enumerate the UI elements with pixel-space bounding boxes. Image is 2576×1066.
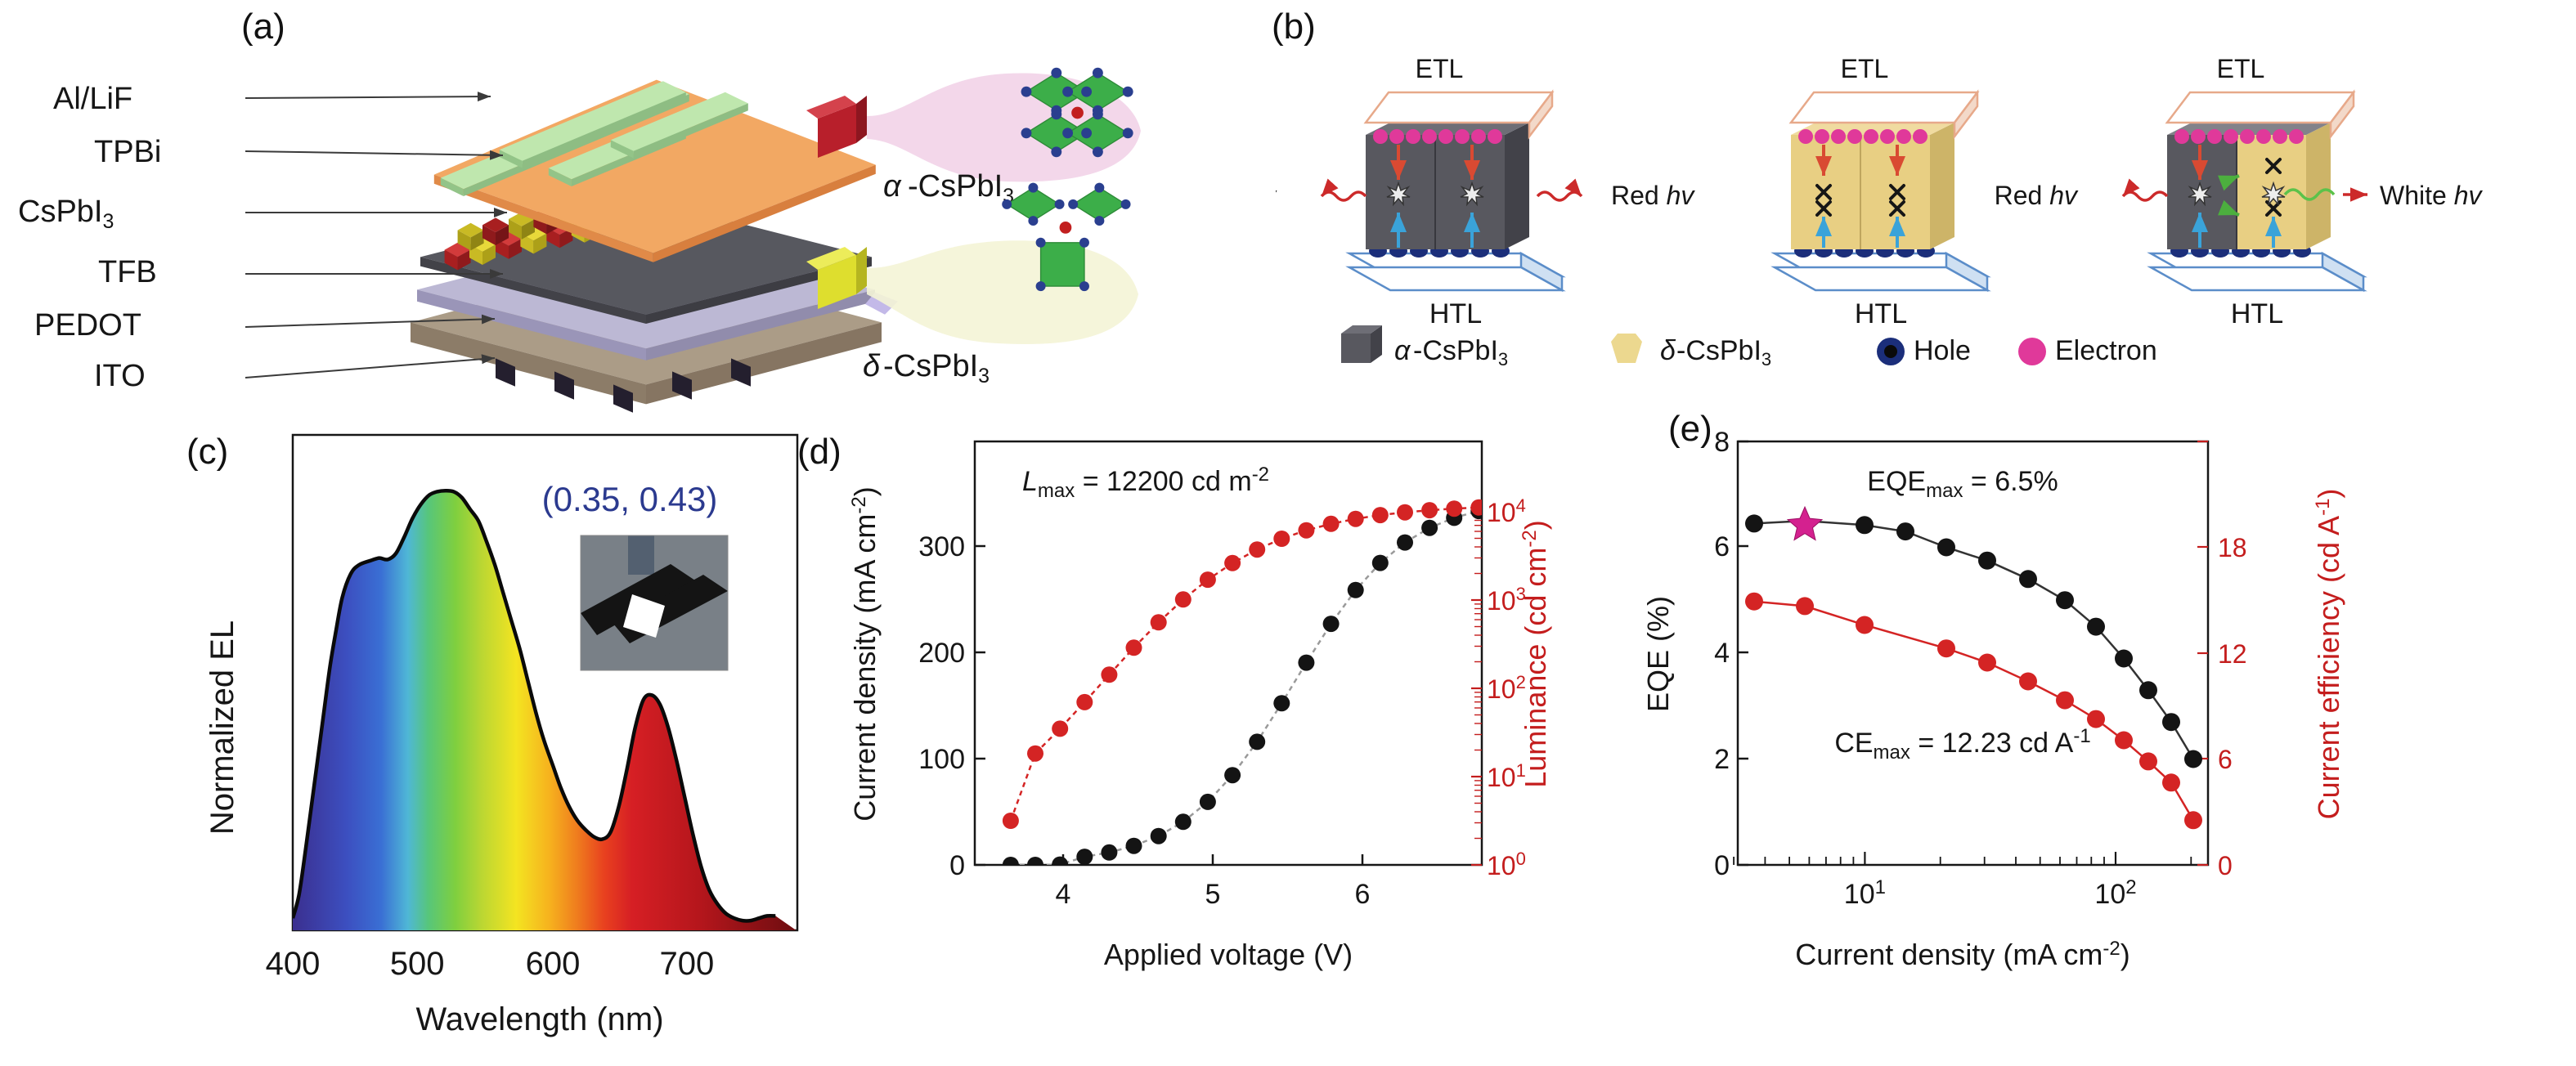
svg-text:Wavelength (nm): Wavelength (nm) [415, 1001, 663, 1037]
svg-text:PEDOT: PEDOT [34, 308, 141, 343]
svg-text:600: 600 [526, 946, 581, 982]
svg-text:ETL: ETL [2217, 54, 2265, 83]
svg-text:12: 12 [2218, 639, 2247, 669]
svg-text:Normalized EL: Normalized EL [204, 620, 240, 835]
svg-text:EQE (%): EQE (%) [1641, 596, 1675, 712]
svg-text:-CsPbI3: -CsPbI3 [1413, 335, 1508, 370]
svg-text:4: 4 [1714, 638, 1730, 669]
svg-text:200: 200 [918, 638, 965, 669]
svg-text:Current density (mA cm-2): Current density (mA cm-2) [848, 486, 882, 821]
svg-text:δ: δ [1660, 335, 1676, 366]
svg-text:18: 18 [2218, 533, 2247, 562]
svg-text:5: 5 [1205, 879, 1221, 910]
svg-text:α: α [883, 169, 902, 204]
svg-text:Luminance (cd cm-2): Luminance (cd cm-2) [1519, 520, 1552, 787]
svg-text:Applied voltage (V): Applied voltage (V) [1104, 938, 1353, 971]
svg-text:TFB: TFB [98, 255, 157, 289]
svg-text:-CsPbI3: -CsPbI3 [908, 169, 1014, 208]
svg-text:Red hv: Red hv [1276, 181, 1277, 210]
svg-text:100: 100 [918, 744, 965, 775]
svg-text:6: 6 [2218, 745, 2233, 774]
svg-text:6: 6 [1714, 531, 1730, 562]
svg-text:0: 0 [1714, 850, 1730, 881]
svg-text:White hv: White hv [2380, 181, 2483, 210]
svg-text:ETL: ETL [1841, 54, 1889, 83]
svg-text:500: 500 [390, 946, 445, 982]
svg-text:0: 0 [949, 850, 965, 881]
svg-text:8: 8 [1714, 427, 1730, 458]
svg-text:ETL: ETL [1416, 54, 1464, 83]
svg-text:(0.35, 0.43): (0.35, 0.43) [542, 480, 718, 518]
svg-text:-CsPbI3: -CsPbI3 [1676, 335, 1771, 370]
svg-text:Hole: Hole [1914, 335, 1971, 366]
svg-text:700: 700 [660, 946, 715, 982]
svg-text:CEmax = 12.23 cd A-1: CEmax = 12.23 cd A-1 [1834, 725, 2090, 764]
svg-text:HTL: HTL [2231, 298, 2283, 329]
svg-text:4: 4 [1056, 879, 1071, 910]
svg-text:HTL: HTL [1855, 298, 1907, 329]
svg-text:Current efficiency (cd A-1): Current efficiency (cd A-1) [2312, 489, 2345, 820]
svg-text:-CsPbI3: -CsPbI3 [883, 349, 990, 387]
svg-text:Lmax = 12200 cd m-2: Lmax = 12200 cd m-2 [1022, 464, 1269, 502]
svg-text:Red hv: Red hv [1611, 181, 1695, 210]
svg-text:102: 102 [2094, 876, 2136, 910]
svg-text:100: 100 [1487, 849, 1526, 880]
svg-text:400: 400 [266, 946, 321, 982]
svg-text:ITO: ITO [94, 359, 146, 393]
svg-text:δ: δ [863, 349, 881, 383]
svg-text:0: 0 [2218, 851, 2233, 880]
svg-text:Al/LiF: Al/LiF [53, 82, 132, 116]
svg-text:CsPbI3: CsPbI3 [18, 195, 114, 233]
svg-text:6: 6 [1355, 879, 1371, 910]
svg-text:Red hv: Red hv [1995, 181, 2079, 210]
svg-text:2: 2 [1714, 744, 1730, 775]
svg-text:α: α [1394, 335, 1411, 366]
svg-text:EQEmax = 6.5%: EQEmax = 6.5% [1867, 466, 2058, 502]
svg-text:TPBi: TPBi [94, 135, 161, 169]
svg-text:Electron: Electron [2055, 335, 2157, 366]
svg-text:Current density (mA cm-2): Current density (mA cm-2) [1795, 938, 2129, 971]
svg-text:HTL: HTL [1429, 298, 1482, 329]
svg-text:101: 101 [1844, 876, 1886, 910]
svg-text:300: 300 [918, 531, 965, 562]
